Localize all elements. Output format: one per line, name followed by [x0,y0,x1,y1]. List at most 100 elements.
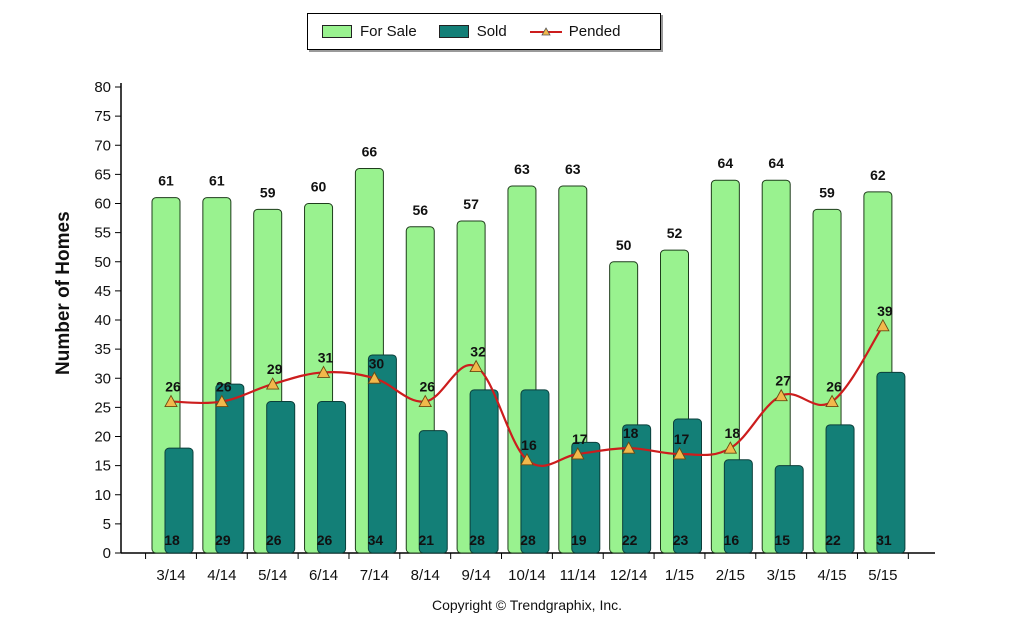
y-tick-label: 45 [94,283,111,300]
data-label-sold: 34 [368,532,384,548]
bar-sold [367,354,397,554]
data-label-sold: 28 [469,532,485,548]
marker-pended [723,441,738,454]
marker-pended [571,447,585,460]
data-label-for-sale: 57 [463,196,479,212]
bar-sold [520,389,550,554]
data-label-sold: 19 [571,532,587,548]
data-label-for-sale: 63 [514,161,530,177]
data-label-for-sale: 59 [260,184,276,200]
y-tick-label: 35 [94,341,111,358]
data-label-sold: 26 [317,532,333,548]
data-label-pended: 26 [826,379,842,395]
data-label-sold: 22 [825,532,841,548]
data-label-pended: 26 [419,379,435,395]
data-label-for-sale: 61 [209,173,225,189]
legend-swatch-pended [529,26,562,35]
bar-sold [825,424,855,554]
data-label-pended: 30 [369,355,385,371]
bar-sold [317,401,347,554]
x-tick-label: 2/15 [716,567,745,584]
marker-pended [164,394,178,407]
data-label-for-sale: 63 [565,161,581,177]
y-tick-label: 30 [94,370,111,387]
data-label-sold: 21 [418,532,434,548]
marker-pended [672,447,687,460]
marker-pended [316,365,331,378]
data-label-sold: 26 [266,532,282,548]
y-tick-label: 25 [94,399,111,416]
data-label-for-sale: 59 [819,184,835,200]
bar-sold [774,465,804,554]
x-tick-label: 9/14 [461,567,490,584]
marker-pended [825,394,839,407]
x-tick-label: 5/15 [868,567,897,584]
marker-pended [469,359,483,373]
bar-for-sale [761,179,791,554]
y-tick-label: 15 [94,458,111,475]
legend-item-for-sale: For Sale [322,23,417,40]
data-label-for-sale: 56 [412,202,428,218]
y-tick-label: 40 [94,312,111,329]
chart-legend: For Sale Sold Pended [307,13,661,50]
copyright-text: Copyright © Trendgraphix, Inc. [431,597,623,613]
legend-swatch-sold [438,25,469,38]
y-tick-label: 10 [94,487,111,504]
data-label-for-sale: 66 [362,144,378,160]
y-tick-label: 65 [94,166,111,183]
legend-label-pended: Pended [568,23,621,40]
x-tick-label: 6/14 [309,567,338,584]
data-label-for-sale: 62 [870,167,886,183]
bar-sold [622,424,652,554]
marker-pended [367,371,382,384]
marker-pended [265,377,280,390]
data-label-pended: 32 [470,344,486,360]
bar-sold [164,447,194,554]
data-label-pended: 16 [521,437,537,453]
bar-sold [418,430,448,554]
data-label-sold: 29 [215,532,231,548]
data-label-pended: 26 [216,379,232,395]
x-tick-label: 4/15 [817,567,846,584]
legend-item-pended: Pended [529,23,621,40]
x-tick-label: 1/15 [665,567,694,584]
data-label-pended: 18 [725,425,741,441]
marker-pended [418,394,433,407]
marker-pended [520,452,534,466]
data-label-pended: 39 [877,303,893,319]
y-tick-label: 70 [94,137,111,154]
x-tick-label: 7/14 [360,567,389,584]
data-label-for-sale: 52 [667,225,683,241]
y-tick-label: 20 [94,429,111,446]
legend-label-sold: Sold [476,23,507,40]
data-label-for-sale: 60 [311,179,327,195]
data-label-pended: 17 [674,431,690,447]
data-label-sold: 22 [622,532,638,548]
x-tick-label: 3/14 [156,567,185,584]
data-label-for-sale: 61 [158,173,174,189]
data-label-sold: 23 [673,532,689,548]
data-label-for-sale: 64 [718,155,734,171]
x-tick-label: 3/15 [767,567,796,584]
y-axis-label: Number of Homes [53,211,74,375]
bar-sold [215,383,245,554]
data-label-pended: 17 [572,431,588,447]
data-label-pended: 31 [318,349,334,365]
x-tick-label: 5/14 [258,567,287,584]
x-tick-label: 4/14 [207,567,236,584]
legend-item-sold: Sold [438,23,507,40]
bar-sold [266,401,296,554]
data-label-pended: 27 [775,373,791,389]
legend-label-for-sale: For Sale [360,23,417,40]
bar-sold [723,459,753,554]
marker-pended [774,388,788,402]
data-label-pended: 26 [165,379,181,395]
data-label-sold: 28 [520,532,536,548]
marker-pended [621,441,636,454]
bar-sold [469,389,499,554]
bar-sold [876,371,906,554]
marker-pended [215,394,229,407]
x-tick-label: 8/14 [411,567,440,584]
y-tick-label: 75 [94,108,111,125]
